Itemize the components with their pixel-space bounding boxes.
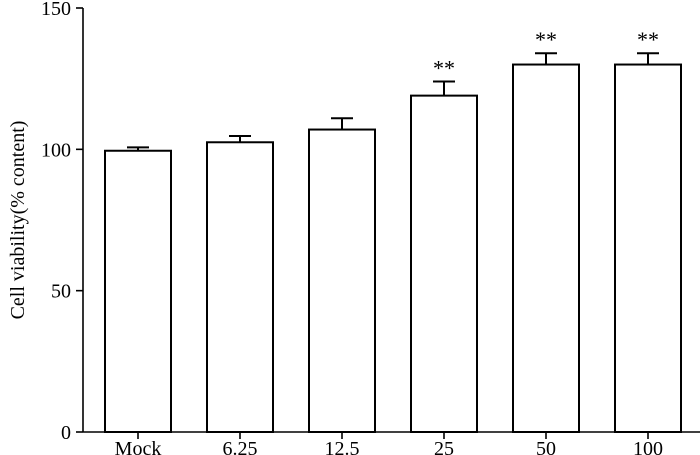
y-ticks: 0 50 100 150 [41,0,83,444]
significance-label: ** [433,55,455,80]
x-tick-label-50: 50 [536,438,556,455]
x-tick-label-25: 25 [434,438,454,455]
bar-6.25 [206,141,274,433]
bar-group-100: ** [614,27,682,434]
bars: ** ** ** [104,27,682,434]
bar-50 [512,63,580,434]
significance-label: ** [535,27,557,52]
y-tick-label-100: 100 [41,139,71,161]
bar-group-25: ** [410,55,478,433]
x-tick-labels: Mock 6.25 12.5 25 50 100 [115,432,663,455]
bar-25 [410,94,478,433]
x-tick-label-6.25: 6.25 [223,438,258,455]
significance-label: ** [637,27,659,52]
x-tick-label-100: 100 [633,438,663,455]
y-tick-label-0: 0 [61,422,71,444]
bar-group-50: ** [512,27,580,434]
bar-100 [614,63,682,434]
y-tick-label-50: 50 [51,281,71,303]
y-tick-label-150: 150 [41,0,71,20]
y-axis-title: Cell viability(% content) [7,121,29,320]
bar-group-6.25 [206,135,274,433]
x-tick-label-Mock: Mock [115,438,162,455]
bar-group-Mock [104,146,172,433]
bar-Mock [104,149,172,433]
x-tick-label-12.5: 12.5 [325,438,360,455]
bar-12.5 [308,128,376,433]
bar-group-12.5 [308,117,376,433]
